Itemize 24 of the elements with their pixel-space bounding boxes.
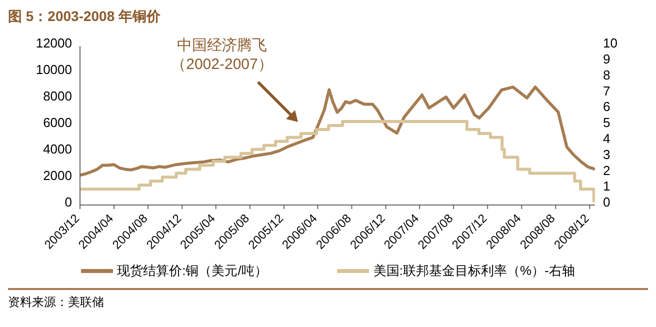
y2-tick-label: 10 bbox=[603, 36, 618, 51]
y-tick-label: 4000 bbox=[43, 142, 72, 157]
y-tick-label: 0 bbox=[64, 194, 72, 210]
chart-title: 图 5：2003-2008 年铜价 bbox=[8, 8, 162, 26]
y2-tick-label: 3 bbox=[603, 146, 610, 162]
y2-tick-label: 4 bbox=[603, 131, 610, 146]
y2-tick-label: 7 bbox=[603, 83, 610, 98]
y2-tick-label: 2 bbox=[603, 162, 610, 178]
legend-label: 美国:联邦基金目标利率（%）-右轴 bbox=[372, 262, 575, 280]
y-tick-label: 12000 bbox=[36, 36, 72, 51]
text: 资料来源：美联储 bbox=[8, 294, 105, 311]
y2-tick-label: 6 bbox=[603, 99, 610, 114]
y2-tick-label: 1 bbox=[603, 178, 610, 194]
y2-tick-label: 5 bbox=[603, 115, 610, 130]
y-tick-label: 2000 bbox=[43, 168, 72, 184]
y2-tick-label: 0 bbox=[603, 194, 610, 210]
y2-tick-label: 8 bbox=[603, 67, 610, 82]
line-series bbox=[80, 86, 595, 177]
y2-tick-label: 9 bbox=[603, 52, 610, 67]
legend-label: 现货结算价:铜（美元/吨） bbox=[116, 262, 268, 280]
y-tick-label: 8000 bbox=[43, 88, 72, 104]
y-tick-label: 10000 bbox=[36, 62, 72, 78]
y-tick-label: 6000 bbox=[43, 115, 72, 130]
annotation: 中国经济腾飞（2002-2007） bbox=[170, 36, 274, 74]
